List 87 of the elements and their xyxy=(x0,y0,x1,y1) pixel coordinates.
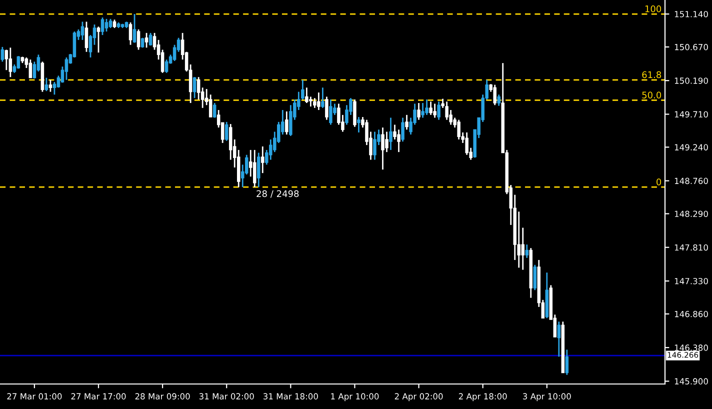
candlestick xyxy=(0,46,4,62)
candlestick xyxy=(64,56,68,81)
y-tick-label: 150.670 xyxy=(674,44,708,50)
x-tick-label: 2 Apr 02:00 xyxy=(394,393,443,402)
candlestick xyxy=(437,100,440,121)
candlestick xyxy=(373,131,376,160)
candlestick xyxy=(212,102,216,118)
candlestick xyxy=(521,227,525,270)
candlestick xyxy=(557,320,561,358)
candlestick xyxy=(104,18,108,32)
candlestick xyxy=(317,92,320,111)
y-tick-label: 148.290 xyxy=(674,210,708,218)
candlestick xyxy=(357,116,360,134)
y-tick-label: 151.140 xyxy=(674,10,708,18)
candlestick xyxy=(533,264,537,291)
x-tick-label: 27 Mar 17:00 xyxy=(71,393,126,400)
candlestick xyxy=(493,84,496,106)
x-tick-label: 1 Apr 10:00 xyxy=(331,393,379,402)
candlestick xyxy=(305,86,308,104)
candlestick xyxy=(385,131,388,153)
candlestick xyxy=(132,13,136,44)
candlestick xyxy=(381,126,384,170)
x-tick-label: 28 Mar 09:00 xyxy=(135,393,190,400)
candlestick xyxy=(52,81,56,96)
candlestick xyxy=(285,110,288,136)
candlestick xyxy=(257,152,260,188)
candlestick xyxy=(228,123,232,160)
candlestick xyxy=(96,26,100,54)
annotation: 50.0 xyxy=(642,92,662,98)
candlestick xyxy=(100,16,104,36)
candlestick xyxy=(325,96,328,121)
y-tick-label: 149.240 xyxy=(674,144,708,150)
candlestick xyxy=(196,76,200,100)
candlestick xyxy=(565,348,569,376)
candlestick xyxy=(457,119,460,140)
candlestick xyxy=(84,21,88,53)
candlestick xyxy=(108,18,112,29)
annotation: 100 xyxy=(645,5,662,12)
candlestick xyxy=(425,98,428,116)
candlestick xyxy=(433,103,436,118)
candlestick xyxy=(16,55,20,70)
candlestick xyxy=(313,97,316,109)
candlestick xyxy=(525,244,529,259)
y-tick-label: 146.380 xyxy=(674,344,708,351)
y-tick-label: 150.190 xyxy=(674,78,708,84)
candlestick xyxy=(329,98,332,126)
candlestick xyxy=(401,117,404,142)
y-tick-label: 147.810 xyxy=(674,244,708,251)
y-tick-label: 147.330 xyxy=(674,278,708,284)
x-tick-label: 2 Apr 18:00 xyxy=(458,393,507,402)
candlestick xyxy=(389,117,392,151)
candlestick xyxy=(44,77,48,92)
candlestick xyxy=(321,86,324,109)
x-tick-label: 31 Mar 02:00 xyxy=(199,393,254,400)
candlestick xyxy=(397,128,400,153)
y-tick-label: 148.760 xyxy=(674,178,708,184)
candlestick xyxy=(80,21,84,41)
candlestick xyxy=(445,100,448,121)
candlestick xyxy=(421,102,424,118)
x-tick-label: 27 Mar 01:00 xyxy=(7,393,62,400)
candlestick xyxy=(128,22,132,46)
y-tick-label: 149.710 xyxy=(674,111,708,118)
candlestick xyxy=(353,98,356,128)
candlestick xyxy=(224,121,228,142)
candlestick xyxy=(261,146,264,174)
candlestick xyxy=(465,132,468,156)
y-tick-label: 146.860 xyxy=(674,310,708,318)
candlestick xyxy=(8,46,12,78)
candlestick xyxy=(497,94,500,107)
candlestick xyxy=(192,76,196,99)
x-tick-label: 3 Apr 10:00 xyxy=(523,393,571,402)
candlestick xyxy=(405,114,408,130)
candlestick xyxy=(429,100,432,116)
annotation: 28 / 2498 xyxy=(256,190,299,198)
candlestick xyxy=(136,28,140,50)
candlestick xyxy=(309,96,312,108)
candlestick xyxy=(417,102,420,121)
candlestick xyxy=(144,32,148,48)
candlestick xyxy=(253,149,256,188)
candlestick xyxy=(148,32,152,46)
annotation: 0 xyxy=(656,178,662,186)
candlestick xyxy=(48,79,52,92)
annotation: 61.8 xyxy=(642,71,662,78)
candlestick xyxy=(164,58,168,74)
candlestick xyxy=(28,58,32,78)
x-tick-label: 31 Mar 18:00 xyxy=(263,393,318,400)
y-tick-label: 145.900 xyxy=(674,378,708,384)
